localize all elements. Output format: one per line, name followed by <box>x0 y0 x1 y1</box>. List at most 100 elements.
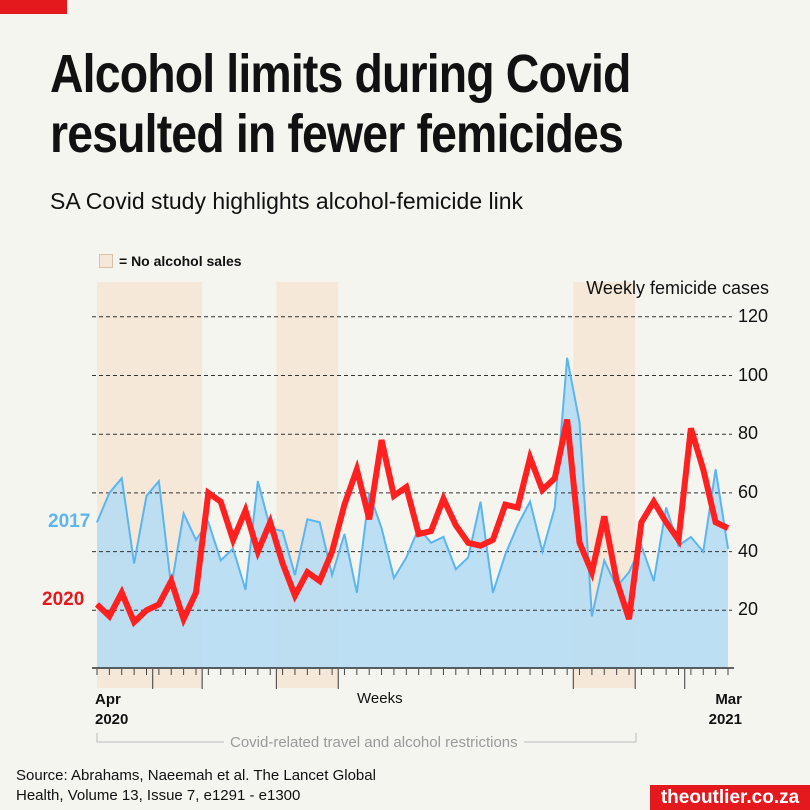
point-2017 <box>356 592 358 594</box>
point-2017 <box>541 551 543 553</box>
point-2017 <box>442 536 444 538</box>
brand-bar <box>0 0 67 14</box>
restrictions-annotation: Covid-related travel and alcohol restric… <box>224 734 524 751</box>
point-2020 <box>183 618 185 620</box>
point-2017 <box>480 501 482 503</box>
point-2020 <box>517 507 519 509</box>
point-2020 <box>541 489 543 491</box>
point-2020 <box>678 539 680 541</box>
legend-swatch <box>99 254 113 268</box>
point-2020 <box>195 592 197 594</box>
point-2017 <box>665 507 667 509</box>
point-2017 <box>504 554 506 556</box>
point-2017 <box>690 536 692 538</box>
point-2017 <box>579 421 581 423</box>
y-tick-label: 60 <box>738 481 759 502</box>
x-start-month: Apr <box>95 691 121 708</box>
point-2020 <box>133 621 135 623</box>
point-2020 <box>628 618 630 620</box>
point-2017 <box>244 589 246 591</box>
point-2020 <box>405 486 407 488</box>
source-note: Source: Abrahams, Naeemah et al. The Lan… <box>16 766 376 806</box>
point-2017 <box>702 551 704 553</box>
point-2017 <box>183 512 185 514</box>
point-2020 <box>356 468 358 470</box>
point-2020 <box>220 501 222 503</box>
point-2017 <box>158 480 160 482</box>
source-line-1: Source: Abrahams, Naeemah et al. The Lan… <box>16 767 376 784</box>
brand-link[interactable]: theoutlier.co.za <box>650 785 810 810</box>
point-2020 <box>690 427 692 429</box>
point-2020 <box>616 580 618 582</box>
legend-label: = No alcohol sales <box>119 253 242 269</box>
point-2020 <box>727 527 729 529</box>
y-tick-label: 100 <box>738 364 769 385</box>
legend: = No alcohol sales <box>99 253 242 269</box>
point-2020 <box>455 524 457 526</box>
point-2017 <box>282 530 284 532</box>
point-2020 <box>96 603 98 605</box>
point-2017 <box>108 492 110 494</box>
point-2020 <box>504 504 506 506</box>
y-tick-label: 80 <box>738 423 759 444</box>
title-line-2: resulted in fewer femicides <box>50 104 624 164</box>
y-tick-label: 40 <box>738 540 759 561</box>
point-2017 <box>628 571 630 573</box>
point-2020 <box>269 521 271 523</box>
subtitle: SA Covid study highlights alcohol-femici… <box>50 188 524 214</box>
point-2017 <box>145 495 147 497</box>
x-axis-label: Weeks <box>357 690 403 707</box>
point-2020 <box>480 545 482 547</box>
line-2020 <box>94 418 730 628</box>
point-2017 <box>220 559 222 561</box>
point-2020 <box>207 492 209 494</box>
point-2020 <box>393 495 395 497</box>
point-2020 <box>715 521 717 523</box>
point-2017 <box>257 480 259 482</box>
x-start-label: Apr 2020 <box>95 690 128 730</box>
point-2017 <box>343 533 345 535</box>
point-2020 <box>418 533 420 535</box>
point-2020 <box>368 518 370 520</box>
point-2020 <box>430 530 432 532</box>
point-2020 <box>170 580 172 582</box>
point-2020 <box>492 539 494 541</box>
point-2017 <box>554 507 556 509</box>
point-2017 <box>603 559 605 561</box>
point-2020 <box>591 571 593 573</box>
point-2020 <box>467 542 469 544</box>
point-2020 <box>653 501 655 503</box>
point-2020 <box>702 468 704 470</box>
y-tick-label: 20 <box>738 599 759 620</box>
point-2020 <box>257 551 259 553</box>
point-2017 <box>96 521 98 523</box>
x-end-year: 2021 <box>708 711 742 728</box>
point-2017 <box>294 574 296 576</box>
point-2017 <box>566 357 568 359</box>
point-2017 <box>455 568 457 570</box>
point-2017 <box>381 527 383 529</box>
point-2020 <box>566 419 568 421</box>
point-2017 <box>121 477 123 479</box>
point-2020 <box>640 521 642 523</box>
point-2020 <box>121 592 123 594</box>
point-2017 <box>232 548 234 550</box>
point-2017 <box>467 556 469 558</box>
x-end-label: Mar 2021 <box>704 690 742 730</box>
y-axis-label: Weekly femicide cases <box>586 278 769 298</box>
point-2020 <box>554 477 556 479</box>
page-title: Alcohol limits during Covid resulted in … <box>50 44 631 164</box>
point-2017 <box>591 615 593 617</box>
point-2017 <box>195 539 197 541</box>
point-2017 <box>492 592 494 594</box>
point-2020 <box>282 562 284 564</box>
series-label-2017: 2017 <box>48 511 91 532</box>
point-2020 <box>603 515 605 517</box>
point-2017 <box>517 524 519 526</box>
point-2017 <box>678 545 680 547</box>
point-2017 <box>405 556 407 558</box>
point-2017 <box>319 521 321 523</box>
point-2017 <box>207 521 209 523</box>
point-2017 <box>430 542 432 544</box>
